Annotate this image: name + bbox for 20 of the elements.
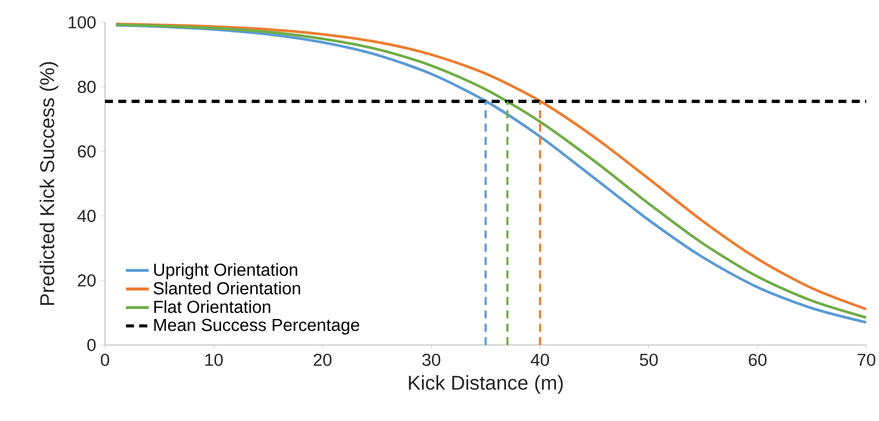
x-tick-label: 10 — [205, 354, 223, 366]
y-tick-label: 0 — [87, 338, 96, 352]
y-axis-title: Predicted Kick Success (%) — [40, 62, 58, 305]
y-tick-label: 60 — [78, 145, 96, 158]
x-tick-label: 60 — [748, 354, 767, 366]
legend-label: Slanted Orientation — [154, 282, 300, 294]
x-tick-label: 0 — [100, 354, 110, 366]
y-tick-label: 20 — [78, 274, 96, 287]
x-tick-label: 40 — [530, 354, 550, 366]
legend-label: Mean Success Percentage — [154, 318, 360, 335]
x-tick-label: 30 — [422, 354, 440, 366]
legend-label: Upright Orientation — [154, 263, 298, 280]
y-tick-label: 80 — [78, 80, 96, 93]
legend-label: Flat Orientation — [154, 300, 270, 313]
x-axis-title: Kick Distance (m) — [408, 375, 563, 394]
y-tick-label: 100 — [68, 16, 96, 28]
y-tick-label: 40 — [77, 210, 96, 222]
x-tick-label: 20 — [314, 354, 332, 366]
x-tick-label: 70 — [858, 354, 876, 366]
x-tick-label: 50 — [640, 354, 658, 366]
